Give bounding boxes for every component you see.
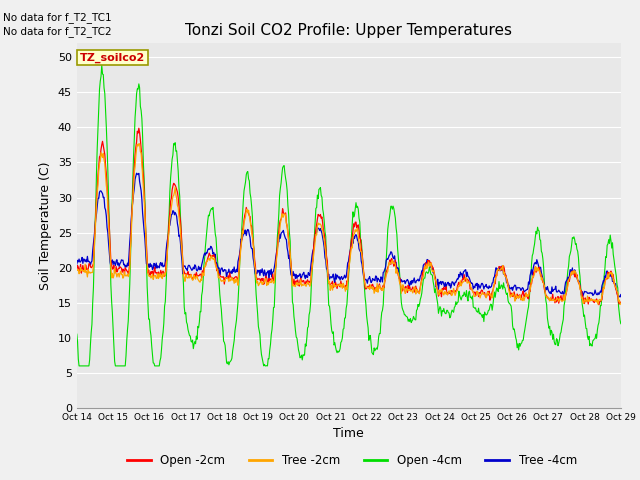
Text: TZ_soilco2: TZ_soilco2 bbox=[79, 52, 145, 62]
Legend: Open -2cm, Tree -2cm, Open -4cm, Tree -4cm: Open -2cm, Tree -2cm, Open -4cm, Tree -4… bbox=[122, 449, 582, 472]
X-axis label: Time: Time bbox=[333, 427, 364, 441]
Text: No data for f_T2_TC2: No data for f_T2_TC2 bbox=[3, 26, 112, 37]
Title: Tonzi Soil CO2 Profile: Upper Temperatures: Tonzi Soil CO2 Profile: Upper Temperatur… bbox=[186, 23, 512, 38]
Y-axis label: Soil Temperature (C): Soil Temperature (C) bbox=[39, 161, 52, 290]
Text: No data for f_T2_TC1: No data for f_T2_TC1 bbox=[3, 12, 112, 23]
